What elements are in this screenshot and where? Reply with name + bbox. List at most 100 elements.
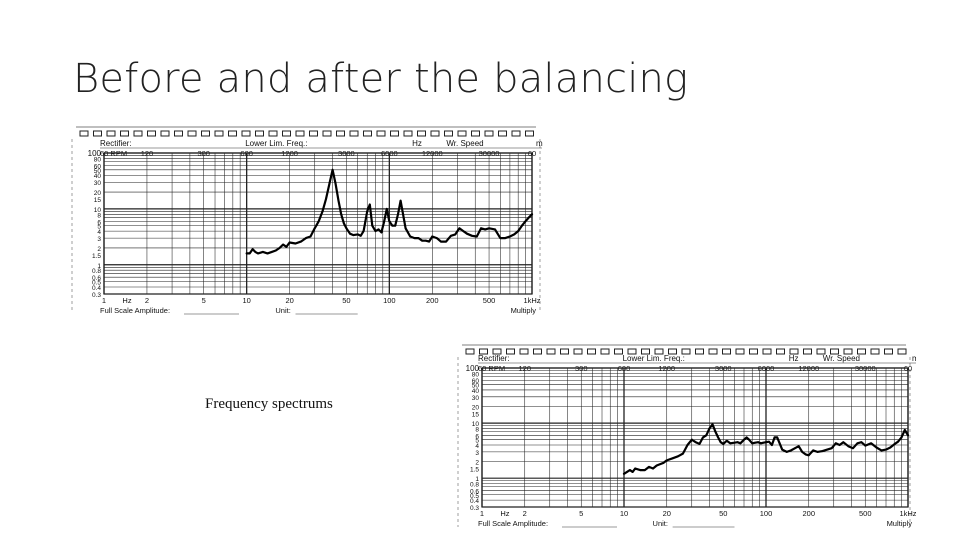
spectrum-point — [328, 183, 331, 185]
y-tick-label: 3 — [97, 236, 101, 243]
x-tick-label: 100 — [760, 509, 773, 518]
sprocket-hole — [282, 130, 291, 137]
spectrum-point — [340, 213, 343, 216]
spectrum-point — [864, 444, 867, 447]
spectrum-point — [694, 441, 697, 444]
spectrum-point — [900, 436, 903, 439]
x-tick-label: 100 — [383, 296, 396, 305]
sprocket-strip — [462, 344, 907, 355]
y-tick-labels: 10080605040302015108654321.510.80.60.50.… — [466, 364, 480, 512]
sprocket-hole — [884, 348, 893, 355]
sprocket-hole — [336, 130, 345, 137]
sprocket-hole — [479, 348, 488, 355]
spectrum-point — [639, 469, 642, 471]
spectrum-point — [903, 429, 906, 431]
chart-footer: Full Scale Amplitude: Unit: Multiply — [478, 519, 912, 528]
sprocket-hole — [471, 130, 480, 137]
sprocket-hole — [492, 348, 502, 355]
sprocket-hole — [830, 348, 839, 355]
spectrum-point — [513, 233, 516, 236]
header-rectifier: Rectifier: — [478, 354, 510, 363]
sprocket-hole — [525, 130, 534, 137]
spectrum-point — [659, 463, 662, 465]
spectrum-point — [309, 235, 312, 238]
sprocket-hole — [255, 130, 264, 137]
spectrum-point — [776, 436, 779, 439]
spectrum-point — [652, 467, 654, 470]
spectrum-point — [282, 243, 284, 246]
spectrum-point — [257, 252, 259, 255]
y-tick-label: 50 — [472, 383, 480, 390]
spectrum-point — [889, 446, 892, 449]
spectrum-point — [785, 451, 788, 453]
spectrum-point — [634, 467, 637, 470]
spectrum-point — [317, 220, 320, 223]
spectrum-point — [531, 213, 533, 216]
x-tick-label: 10 — [620, 509, 628, 518]
sprocket-hole — [789, 348, 799, 355]
x-tick-label: 1 — [102, 296, 106, 305]
spectrum-point — [435, 237, 438, 240]
spectrum-point — [682, 452, 684, 455]
spectrum-point — [893, 443, 896, 446]
footer-multiply: Multiply — [887, 519, 913, 528]
sprocket-hole — [484, 130, 494, 137]
x-tick-label: 200 — [426, 296, 439, 305]
y-tick-label: 0.3 — [92, 292, 101, 299]
sprocket-hole — [695, 348, 704, 355]
spectrum-point — [856, 442, 859, 445]
y-tick-label: 0.4 — [470, 498, 479, 505]
sprocket-hole — [498, 130, 507, 137]
spectrum-point — [254, 251, 257, 253]
spectrum-point — [623, 472, 625, 475]
spectrum-point — [380, 231, 383, 234]
sprocket-hole — [390, 130, 399, 137]
spectrum-point — [690, 438, 693, 441]
spectrum-point — [885, 448, 887, 451]
spectrum-point — [686, 444, 689, 446]
spectrum-point — [768, 440, 770, 443]
sprocket-hole — [174, 130, 183, 137]
sprocket-strip — [76, 126, 536, 137]
footer-multiply: Multiply — [511, 306, 537, 315]
y-tick-label: 80 — [472, 371, 480, 378]
y-tick-label: 8 — [475, 426, 479, 433]
spectrum-point — [385, 208, 388, 210]
spectrum-point — [751, 442, 754, 445]
sprocket-hole — [444, 130, 453, 137]
y-tick-label: 2 — [475, 460, 479, 467]
y-tick-label: 20 — [472, 405, 480, 412]
x-tick-label: 50 — [719, 509, 727, 518]
sprocket-hole — [735, 348, 745, 355]
sprocket-hole — [870, 348, 880, 355]
spectrum-point — [870, 442, 872, 445]
x-tick-label: 1 — [480, 509, 484, 518]
spectrum-point — [383, 220, 386, 223]
spectrum-point — [698, 443, 701, 445]
spectrum-point — [266, 252, 269, 255]
x-tick-labels: 1 Hz 2 5 10 20 50 100 200 500 1kHz — [480, 509, 916, 518]
spectrum-point — [504, 237, 507, 240]
spectrum-point — [374, 230, 377, 232]
spectrum-point — [717, 436, 719, 439]
sprocket-hole — [376, 130, 386, 137]
y-tick-label: 6 — [475, 433, 479, 440]
spectrum-point — [462, 230, 465, 232]
spectrum-point — [801, 451, 804, 453]
spectrum-point — [773, 436, 776, 439]
spectrum-point — [313, 227, 316, 230]
footer-full-scale-amplitude: Full Scale Amplitude: — [478, 519, 548, 528]
sprocket-hole — [160, 130, 170, 137]
sprocket-hole — [506, 348, 515, 355]
spectrum-point — [804, 453, 807, 456]
spectrum-point — [278, 247, 281, 249]
chart-header: Rectifier: Lower Lim. Freq.: Hz Wr. Speed m — [478, 354, 916, 364]
spectrum-point — [702, 436, 704, 439]
x-tick-label: 50 — [342, 296, 350, 305]
y-tick-label: 15 — [472, 411, 480, 418]
y-tick-label: 0.8 — [92, 268, 101, 275]
spectrum-point — [797, 445, 800, 448]
y-tick-label: 0.5 — [92, 280, 101, 287]
spectrum-point — [794, 447, 796, 450]
spectrum-point — [626, 471, 628, 473]
